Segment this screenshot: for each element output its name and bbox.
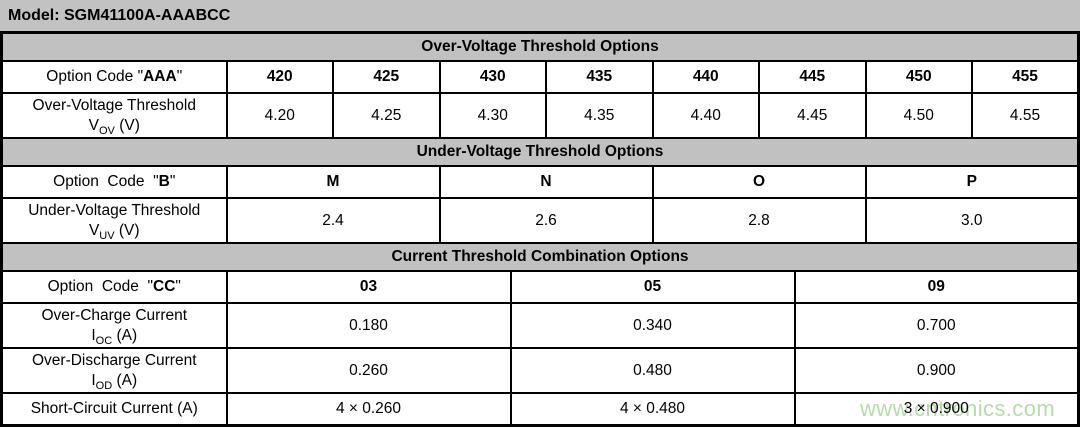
od-subscript: OD <box>95 379 113 392</box>
oc-value-cell: 0.340 <box>509 302 796 349</box>
od-value-cell: 0.480 <box>509 347 796 394</box>
ov-value-cell: 4.30 <box>438 92 547 139</box>
section-over-voltage: Over-Voltage Threshold Options <box>0 31 1080 62</box>
uv-code-cell: O <box>651 165 867 199</box>
uv-code-cell: N <box>438 165 654 199</box>
ov-value-cell: 4.25 <box>332 92 441 139</box>
ov-code-cell: 425 <box>332 60 441 94</box>
ov-threshold-label: Over-Voltage Threshold VOV (V) <box>0 92 228 139</box>
over-discharge-current-label: Over-Discharge Current IOD (A) <box>0 347 228 394</box>
over-charge-current-label: Over-Charge Current IOC (A) <box>0 302 228 349</box>
model-title: Model: SGM41100A-AAABCC <box>8 7 231 24</box>
sc-value-cell: 4 × 0.260 <box>225 392 512 427</box>
sc-value-cell: 4 × 0.480 <box>509 392 796 427</box>
ov-option-code-row: Option Code "AAA" 420 425 430 435 440 44… <box>0 60 1080 94</box>
cc-option-code-bold: CC <box>153 278 176 295</box>
uv-threshold-label: Under-Voltage Threshold VUV (V) <box>0 197 228 244</box>
over-charge-current-row: Over-Charge Current IOC (A) 0.180 0.340 … <box>0 302 1080 349</box>
uv-option-code-row: Option Code "B" M N O P <box>0 165 1080 199</box>
ov-code-cell: 430 <box>438 60 547 94</box>
ov-code-cell: 440 <box>651 60 760 94</box>
sc-value-cell: 3 × 0.900 <box>793 392 1080 427</box>
oc-subscript: OC <box>95 334 113 347</box>
section-under-voltage: Under-Voltage Threshold Options <box>0 137 1080 167</box>
spec-table: Over-Voltage Threshold Options Option Co… <box>0 31 1080 427</box>
ov-code-cell: 420 <box>225 60 334 94</box>
uv-value-cell: 2.8 <box>651 197 867 244</box>
ov-value-cell: 4.45 <box>758 92 867 139</box>
uv-code-cell: P <box>864 165 1080 199</box>
cc-option-code-row: Option Code "CC" 03 05 09 <box>0 270 1080 304</box>
uv-value-cell: 2.4 <box>225 197 441 244</box>
ov-code-cell: 435 <box>545 60 654 94</box>
od-value-cell: 0.900 <box>793 347 1080 394</box>
short-circuit-current-row: Short-Circuit Current (A) 4 × 0.260 4 × … <box>0 392 1080 427</box>
cc-code-cell: 09 <box>793 270 1080 304</box>
ov-code-cell: 450 <box>864 60 973 94</box>
over-discharge-current-row: Over-Discharge Current IOD (A) 0.260 0.4… <box>0 347 1080 394</box>
section-header-over-voltage: Over-Voltage Threshold Options <box>0 31 1080 62</box>
ov-value-cell: 4.50 <box>864 92 973 139</box>
oc-value-cell: 0.180 <box>225 302 512 349</box>
od-value-cell: 0.260 <box>225 347 512 394</box>
section-current-threshold: Current Threshold Combination Options <box>0 242 1080 272</box>
uv-option-code-bold: B <box>158 173 170 190</box>
ov-value-cell: 4.35 <box>545 92 654 139</box>
cc-code-cell: 03 <box>225 270 512 304</box>
ov-value-cell: 4.20 <box>225 92 334 139</box>
ov-value-cell: 4.40 <box>651 92 760 139</box>
uv-code-cell: M <box>225 165 441 199</box>
cc-code-cell: 05 <box>509 270 796 304</box>
ov-threshold-row: Over-Voltage Threshold VOV (V) 4.20 4.25… <box>0 92 1080 139</box>
uv-threshold-row: Under-Voltage Threshold VUV (V) 2.4 2.6 … <box>0 197 1080 244</box>
ov-code-cell: 455 <box>971 60 1080 94</box>
cc-option-code-label: Option Code "CC" <box>0 270 228 304</box>
ov-value-cell: 4.55 <box>971 92 1080 139</box>
section-header-current-threshold: Current Threshold Combination Options <box>0 242 1080 272</box>
oc-value-cell: 0.700 <box>793 302 1080 349</box>
uv-value-cell: 3.0 <box>864 197 1080 244</box>
short-circuit-current-label: Short-Circuit Current (A) <box>0 392 228 427</box>
uv-subscript: UV <box>99 229 115 242</box>
ov-option-code-label: Option Code "AAA" <box>0 60 228 94</box>
ov-code-cell: 445 <box>758 60 867 94</box>
uv-value-cell: 2.6 <box>438 197 654 244</box>
ov-option-code-bold: AAA <box>143 68 177 85</box>
ov-subscript: OV <box>98 124 115 137</box>
section-header-under-voltage: Under-Voltage Threshold Options <box>0 137 1080 167</box>
uv-option-code-label: Option Code "B" <box>0 165 228 199</box>
model-title-bar: Model: SGM41100A-AAABCC <box>0 0 1080 31</box>
